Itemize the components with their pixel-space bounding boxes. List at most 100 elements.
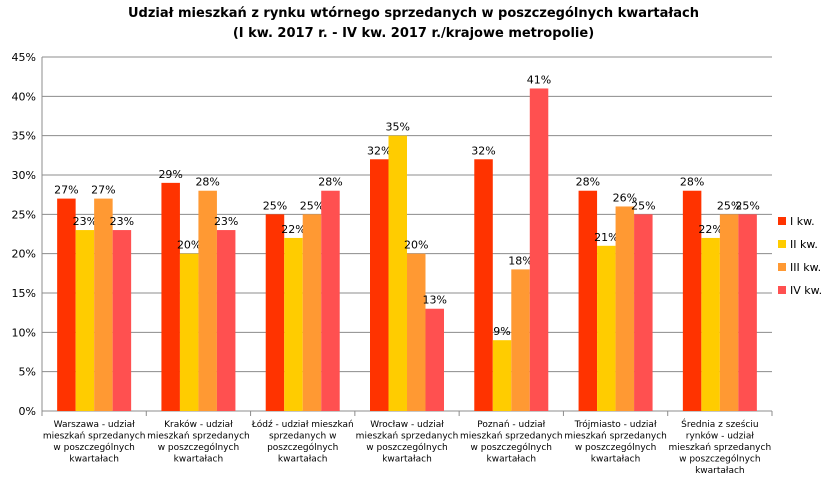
legend-swatch bbox=[778, 286, 786, 294]
bar bbox=[407, 253, 426, 411]
bar bbox=[511, 269, 530, 411]
data-label: 41% bbox=[527, 73, 551, 86]
data-label: 23% bbox=[110, 215, 134, 228]
data-label: 18% bbox=[508, 254, 532, 267]
x-tick-label: Trójmiasto - udział bbox=[574, 419, 657, 430]
x-tick-label: rynków - udział bbox=[686, 431, 755, 442]
bar bbox=[216, 230, 236, 411]
y-tick-label: 40% bbox=[12, 90, 36, 103]
data-label: 35% bbox=[386, 121, 410, 134]
x-tick-label: mieszkań sprzedanych bbox=[147, 432, 250, 442]
x-tick-label: poszczególnych bbox=[267, 442, 338, 453]
x-tick-label: kwartałach bbox=[695, 466, 745, 476]
data-label: 22% bbox=[698, 223, 722, 236]
bar bbox=[682, 190, 702, 411]
x-tick-label: kwartałach bbox=[278, 455, 328, 465]
x-tick-label: kwartałach bbox=[69, 455, 119, 465]
bar bbox=[94, 198, 113, 411]
bar bbox=[57, 198, 76, 411]
data-label: 32% bbox=[367, 144, 391, 157]
x-tick-label: w poszczególnych bbox=[366, 442, 447, 453]
data-label: 27% bbox=[91, 184, 115, 197]
chart-subtitle: (I kw. 2017 r. - IV kw. 2017 r./krajowe … bbox=[232, 26, 595, 41]
data-label: 25% bbox=[717, 199, 741, 212]
x-tick-label: w poszczególnych bbox=[158, 442, 239, 453]
x-tick-label: Kraków - udział bbox=[164, 419, 233, 430]
data-label: 28% bbox=[680, 176, 704, 189]
bar bbox=[198, 190, 217, 411]
legend-label: II kw. bbox=[790, 238, 818, 251]
x-tick-label: Łódź - udział mieszkań bbox=[251, 419, 354, 430]
bar bbox=[634, 214, 653, 411]
data-label: 25% bbox=[735, 199, 759, 212]
bar bbox=[578, 190, 598, 411]
y-tick-label: 30% bbox=[12, 169, 36, 182]
bar bbox=[701, 237, 720, 411]
bar bbox=[284, 237, 303, 411]
bar bbox=[112, 230, 132, 411]
x-tick-label: mieszkań sprzedanych bbox=[43, 432, 146, 442]
y-tick-label: 15% bbox=[12, 287, 36, 300]
bar bbox=[738, 214, 757, 411]
legend-label: III kw. bbox=[790, 261, 821, 274]
data-label: 9% bbox=[493, 325, 510, 338]
legend-swatch bbox=[778, 263, 786, 271]
data-label: 23% bbox=[73, 215, 97, 228]
legend-swatch bbox=[778, 217, 786, 225]
y-tick-label: 0% bbox=[19, 405, 36, 418]
x-tick-label: w poszczególnych bbox=[53, 442, 134, 453]
data-label: 23% bbox=[214, 215, 238, 228]
bar bbox=[474, 159, 493, 411]
bar bbox=[425, 308, 444, 411]
x-tick-label: mieszkań sprzedanych bbox=[669, 443, 772, 453]
x-tick-label: kwartałach bbox=[487, 455, 537, 465]
y-tick-label: 45% bbox=[12, 51, 36, 64]
bar bbox=[265, 214, 285, 411]
x-tick-label: w poszczególnych bbox=[575, 442, 656, 453]
x-tick-label: mieszkań sprzedanych bbox=[460, 432, 563, 442]
bar bbox=[719, 214, 739, 411]
bar bbox=[615, 206, 635, 411]
y-tick-label: 10% bbox=[12, 326, 36, 339]
x-tick-label: w poszczególnych bbox=[679, 454, 760, 465]
data-label: 27% bbox=[54, 184, 78, 197]
bar bbox=[321, 190, 340, 411]
data-label: 21% bbox=[594, 231, 618, 244]
chart-title: Udział mieszkań z rynku wtórnego sprzeda… bbox=[128, 6, 699, 21]
data-label: 25% bbox=[631, 199, 655, 212]
data-label: 25% bbox=[300, 199, 324, 212]
bar bbox=[370, 159, 389, 411]
x-tick-label: Warszawa - udział bbox=[54, 420, 135, 430]
bar bbox=[302, 214, 322, 411]
data-label: 28% bbox=[576, 176, 600, 189]
data-label: 22% bbox=[281, 223, 305, 236]
data-label: 32% bbox=[471, 144, 495, 157]
data-label: 28% bbox=[195, 176, 219, 189]
x-tick-label: Średnia z sześciu bbox=[681, 418, 758, 430]
x-tick-label: sprzedanych w bbox=[269, 432, 337, 442]
bar bbox=[179, 253, 199, 411]
x-tick-label: kwartałach bbox=[382, 455, 432, 465]
data-label: 25% bbox=[263, 199, 287, 212]
y-tick-label: 20% bbox=[12, 248, 36, 261]
y-tick-label: 25% bbox=[12, 208, 36, 221]
legend-label: IV kw. bbox=[790, 284, 822, 297]
y-tick-label: 35% bbox=[12, 130, 36, 143]
data-label: 26% bbox=[613, 191, 637, 204]
x-tick-label: mieszkań sprzedanych bbox=[356, 432, 459, 442]
x-tick-label: kwartałach bbox=[174, 455, 224, 465]
legend-swatch bbox=[778, 240, 786, 248]
legend-label: I kw. bbox=[790, 215, 815, 228]
x-tick-label: kwartałach bbox=[591, 455, 641, 465]
y-tick-label: 5% bbox=[19, 366, 36, 379]
data-label: 13% bbox=[423, 294, 447, 307]
data-label: 20% bbox=[404, 239, 428, 252]
x-tick-label: Wrocław - udział bbox=[370, 420, 444, 430]
data-label: 29% bbox=[158, 168, 182, 181]
data-label: 28% bbox=[318, 176, 342, 189]
x-tick-label: mieszkań sprzedanych bbox=[564, 432, 667, 442]
x-tick-label: w poszczególnych bbox=[471, 442, 552, 453]
x-tick-label: Poznań - udział bbox=[477, 420, 545, 430]
